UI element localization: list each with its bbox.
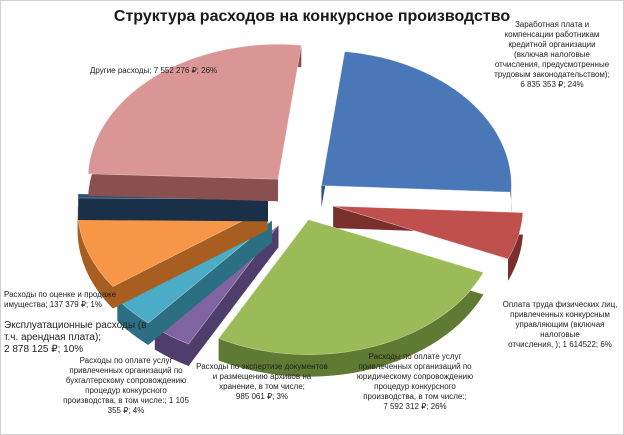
slice-operating	[77, 206, 268, 309]
slice-top-operating	[77, 206, 268, 287]
slice-top-individuals	[333, 205, 524, 260]
label-valuation: Расходы по оценке и продаже имущества; 13…	[4, 290, 117, 309]
label-other: Другие расходы; 7 552 276 ₽; 26%	[90, 66, 218, 75]
slice-top-other	[87, 43, 302, 180]
slice-side-valuation	[78, 193, 269, 222]
chart-title: Структура расходов на конкурсное произво…	[113, 8, 511, 25]
label-legal: Расходы по оплате услуг привлеченных орга…	[356, 352, 474, 411]
slice-other	[87, 43, 302, 202]
label-individuals: Оплата труда физических лиц, привлеченных…	[502, 300, 618, 349]
slice-legal	[218, 219, 484, 377]
label-accounting: Расходы по оплате услуг привлеченных орга…	[63, 356, 189, 415]
label-operating: Эксплуатационные расходы (в т.ч. арендная…	[4, 320, 147, 355]
label-salary: Заработная плата и компенсации работникам…	[494, 20, 610, 89]
slice-side-individuals	[333, 206, 523, 281]
slice-individuals	[333, 205, 524, 281]
label-expertise: Расходы по экспертизе документов и размещ…	[196, 362, 328, 401]
slice-salary	[321, 51, 512, 215]
slice-top-legal	[218, 219, 484, 355]
slice-top-salary	[321, 51, 512, 193]
